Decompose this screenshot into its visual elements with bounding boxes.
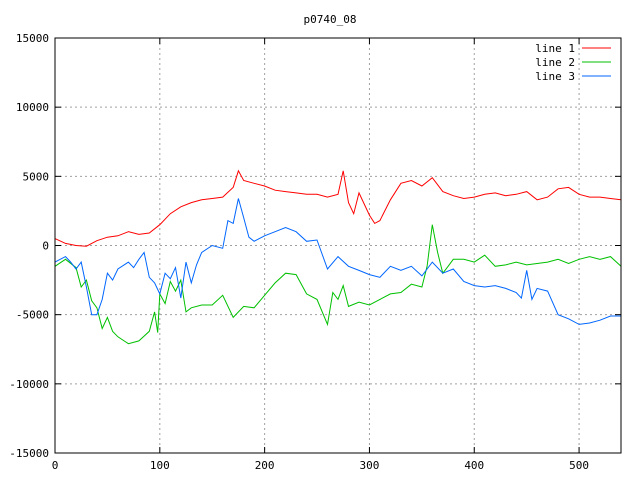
grid-lines <box>55 38 621 453</box>
y-tick-label: 0 <box>42 240 49 253</box>
y-tick-label: 5000 <box>23 170 50 183</box>
x-tick-label: 300 <box>360 459 380 472</box>
x-tick-label: 400 <box>464 459 484 472</box>
series-layer <box>54 169 622 345</box>
y-tick-label: -10000 <box>9 378 49 391</box>
y-tick-label: -15000 <box>9 447 49 460</box>
y-tick-label: 10000 <box>16 101 49 114</box>
x-axis-ticks: 0 100 200 300 400 500 <box>52 38 589 472</box>
x-tick-label: 0 <box>52 459 59 472</box>
series-line-3 <box>54 198 621 325</box>
series-line-1 <box>54 169 622 247</box>
legend-label-2: line 2 <box>535 56 575 69</box>
series-line-2 <box>54 224 622 345</box>
legend-label-1: line 1 <box>535 42 575 55</box>
chart-title: p0740_08 <box>304 13 357 26</box>
y-axis-ticks: -15000 -10000 -5000 0 5000 10000 15000 <box>9 32 621 460</box>
x-tick-label: 500 <box>569 459 589 472</box>
y-tick-label: -5000 <box>16 309 49 322</box>
legend-label-3: line 3 <box>535 70 575 83</box>
x-tick-label: 100 <box>150 459 170 472</box>
y-tick-label: 15000 <box>16 32 49 45</box>
x-tick-label: 200 <box>255 459 275 472</box>
